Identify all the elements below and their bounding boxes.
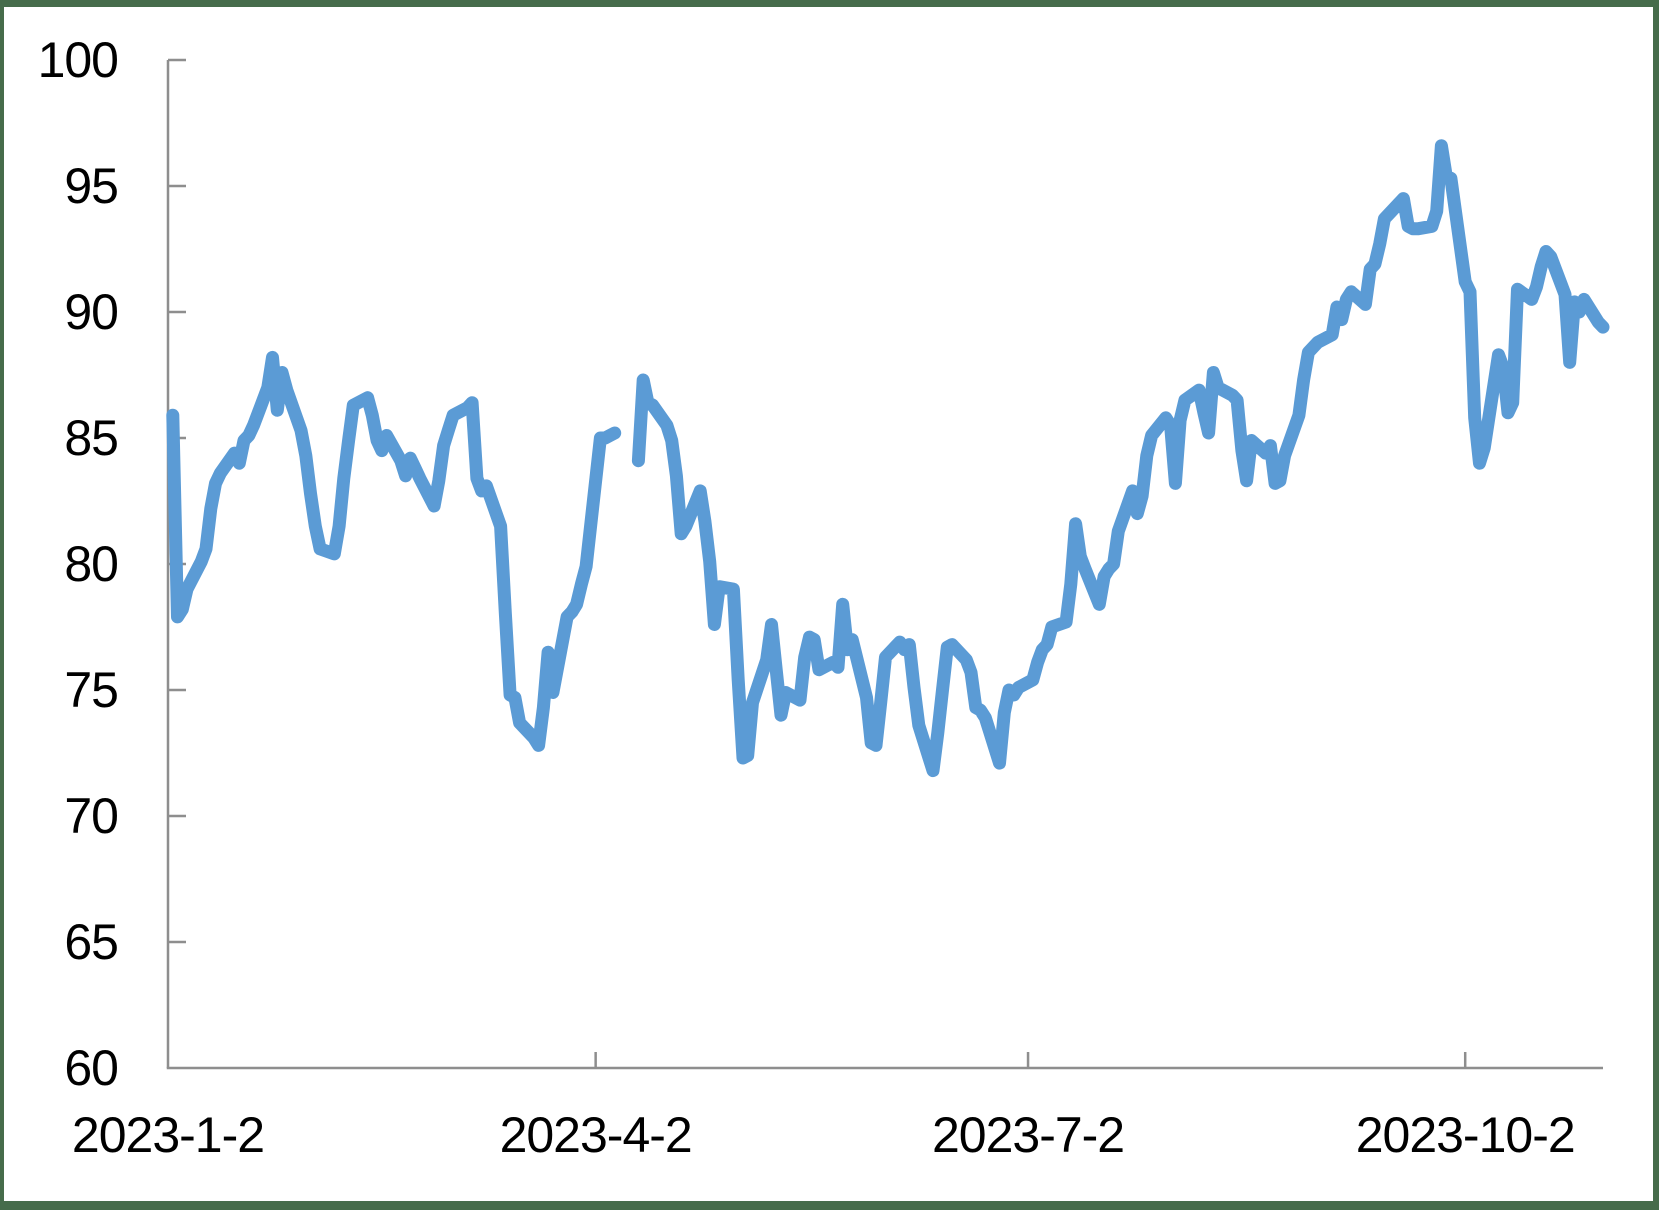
y-axis-tick-label: 75: [64, 662, 118, 718]
y-axis-tick-label: 65: [64, 914, 118, 970]
x-axis-tick-label: 2023-7-2: [932, 1107, 1124, 1163]
y-axis-tick-label: 100: [38, 32, 118, 88]
y-axis-tick-label: 85: [64, 410, 118, 466]
price-line-segment: [631, 139, 1610, 778]
y-axis-tick-label: 95: [64, 158, 118, 214]
y-axis-tick-label: 70: [64, 788, 118, 844]
y-axis-tick-label: 80: [64, 536, 118, 592]
price-line-segment: [166, 350, 622, 752]
x-axis-tick-label: 2023-10-2: [1356, 1107, 1575, 1163]
y-axis-tick-label: 60: [64, 1040, 118, 1096]
y-axis-tick-label: 90: [64, 284, 118, 340]
x-axis-tick-label: 2023-1-2: [72, 1107, 264, 1163]
x-axis-tick-label: 2023-4-2: [500, 1107, 692, 1163]
